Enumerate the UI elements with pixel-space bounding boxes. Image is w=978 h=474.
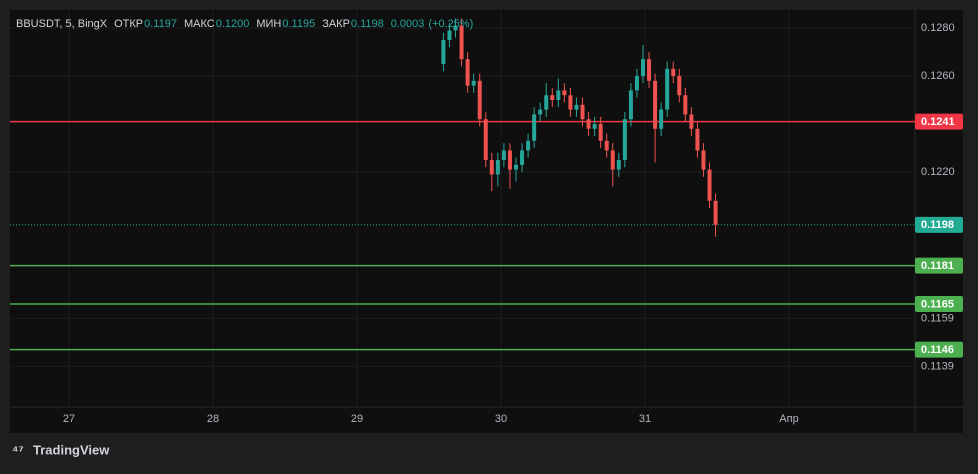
ohlc-label: МИН: [256, 18, 281, 30]
candle-body: [562, 90, 567, 96]
price-level-label: 0.1181: [921, 260, 954, 272]
y-tick-label: 0.1260: [921, 70, 955, 82]
candle-body: [465, 59, 470, 86]
levels: [10, 120, 915, 351]
ohlc-value: 0.1200: [216, 18, 250, 30]
x-tick-label: Апр: [779, 413, 798, 425]
price-level-tag: [915, 216, 963, 233]
candle-body: [532, 114, 537, 141]
price-level-label: 0.1241: [921, 116, 955, 128]
candles: [441, 18, 718, 237]
ohlc-label: ЗАКР: [322, 18, 350, 30]
candle-body: [671, 68, 676, 77]
candle-body: [616, 160, 621, 170]
candle-body: [586, 119, 591, 129]
candle-body: [568, 95, 573, 110]
candle-body: [580, 104, 585, 120]
plot-background: [10, 10, 963, 433]
candle-body: [501, 150, 506, 161]
candle-body: [683, 95, 688, 115]
candle-body: [453, 25, 458, 31]
candle-body: [701, 150, 706, 170]
x-tick-label: 31: [639, 413, 651, 425]
candle-body: [665, 68, 670, 110]
candle-body: [483, 119, 488, 161]
candle-body: [459, 25, 464, 60]
candle-body: [489, 160, 494, 175]
candle-body: [640, 59, 645, 77]
brand: TradingView: [33, 442, 110, 457]
candle-body: [653, 80, 658, 129]
candle-body: [707, 169, 712, 201]
candle-body: [677, 76, 682, 96]
y-tick-label: 0.1280: [921, 22, 955, 34]
candle-body: [447, 30, 452, 41]
candle-body: [538, 109, 543, 115]
candle-body: [659, 109, 664, 129]
candle-body: [520, 150, 525, 165]
candle-body: [622, 119, 627, 161]
candle-body: [604, 140, 609, 151]
candle-body: [507, 150, 512, 170]
y-tick-label: 0.1139: [921, 360, 954, 372]
candle-body: [647, 59, 652, 81]
candle-body: [689, 114, 694, 129]
x-tick-label: 27: [63, 413, 75, 425]
candle-body: [695, 128, 700, 151]
symbol: BBUSDT, 5, BingX: [16, 18, 108, 30]
candle-body: [598, 124, 603, 141]
candle-body: [550, 95, 555, 101]
x-tick-label: 29: [351, 413, 363, 425]
y-tick-label: 0.1159: [921, 312, 954, 324]
price-level-tag: [915, 341, 963, 358]
candle-body: [526, 140, 531, 151]
price-level-tag: [915, 296, 963, 313]
candle-body: [610, 150, 615, 170]
brand-logo: ⁴⁷: [12, 442, 24, 457]
candle-body: [441, 40, 446, 65]
ohlc-label: ОТКР: [114, 18, 143, 30]
candle-body: [495, 160, 500, 175]
change: 0.0003: [391, 18, 425, 30]
candle-body: [513, 164, 518, 170]
candle-body: [556, 90, 561, 101]
ohlc-value: 0.1198: [351, 18, 384, 30]
candle-body: [628, 90, 633, 120]
price-level-tag: [915, 257, 963, 274]
ohlc-value: 0.1195: [282, 18, 315, 30]
price-level-tag: [915, 113, 963, 130]
legend-header: BBUSDT, 5, BingX ОТКР 0.1197 МАКС 0.1200 МИН 0…: [16, 18, 473, 30]
candle-body: [471, 80, 476, 86]
candle-body: [713, 200, 718, 225]
price-level-label: 0.1165: [921, 298, 954, 310]
change-percent: (+0.25%): [428, 18, 473, 30]
candle-body: [574, 104, 579, 110]
price-level-label: 0.1198: [921, 219, 954, 231]
candle-body: [544, 95, 549, 110]
candle-body: [592, 124, 597, 129]
ohlc-label: МАКС: [184, 18, 215, 30]
x-tick-label: 30: [495, 413, 507, 425]
x-tick-label: 28: [207, 413, 219, 425]
candle-body: [634, 76, 639, 91]
ohlc-value: 0.1197: [144, 18, 177, 30]
y-tick-label: 0.1220: [921, 166, 955, 178]
candle-body: [477, 80, 482, 120]
axes: 0.1280 0.1260 0.1220 0.1159 0.1139 27 28 29 30 31…: [63, 22, 963, 425]
price-level-label: 0.1146: [921, 344, 954, 356]
